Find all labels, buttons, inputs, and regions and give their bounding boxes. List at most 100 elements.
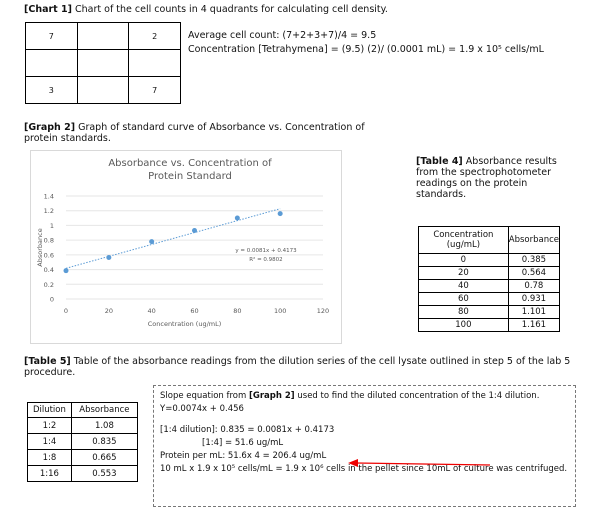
table-cell: 40 <box>418 279 509 293</box>
table-cell: 1:16 <box>27 465 72 482</box>
y-tick-label: 0.8 <box>44 237 54 245</box>
table-row: 40 0.78 <box>418 279 561 293</box>
grid-cell <box>76 22 130 50</box>
table-row: 1:4 0.835 <box>27 433 139 450</box>
y-axis-label: Absorbance <box>36 228 44 266</box>
point <box>106 255 112 261</box>
y-tick-label: 0.6 <box>44 251 54 259</box>
grid-cell: 7 <box>25 22 78 50</box>
x-tick-label: 80 <box>233 307 241 315</box>
caption-text: Absorbance results from the spectrophoto… <box>416 156 557 200</box>
table-cell: 0.931 <box>507 292 561 306</box>
table5-caption: [Table 5] Table of the absorbance readin… <box>24 356 574 378</box>
y-tick-label: 0 <box>50 296 54 304</box>
header-cell: Concentration (ug/mL) <box>418 226 509 254</box>
x-tick-label: 100 <box>274 307 286 315</box>
caption-label: [Table 5] <box>24 356 71 367</box>
trendline-r2: R² = 0.9802 <box>249 256 282 263</box>
caption-text: Chart of the cell counts in 4 quadrants … <box>71 4 388 15</box>
table-cell: 1:2 <box>27 417 72 434</box>
x-axis-label: Concentration (ug/mL) <box>148 320 222 328</box>
table-cell: 0.78 <box>507 279 561 293</box>
chart-frame <box>30 150 342 344</box>
grid-cell <box>128 49 181 77</box>
table-cell: 0.665 <box>70 449 139 466</box>
header-row: Concentration (ug/mL) Absorbance <box>418 226 561 254</box>
chart-title-1: Absorbance vs. Concentration of Protein S… <box>108 158 272 182</box>
table4: Concentration (ug/mL) Absorbance 0 0.385 20 0… <box>418 226 561 332</box>
average-text: Average cell count: (7+2+3+7)/4 = 9.5 <box>188 30 377 41</box>
table-cell: 0.385 <box>507 253 561 267</box>
header-cell: Dilution <box>27 402 72 418</box>
x-tick-label: 0 <box>64 307 68 315</box>
y-tick-label: 1.4 <box>44 193 54 201</box>
graph2-caption: [Graph 2] Graph of standard curve of Abs… <box>24 122 394 144</box>
point <box>149 239 155 245</box>
grid-cell: 7 <box>128 76 181 104</box>
point <box>234 215 240 221</box>
chart1-caption: [Chart 1] Chart of the cell counts in 4 … <box>24 4 388 15</box>
table-cell: 0.835 <box>70 433 139 450</box>
text-line: [1:4] = 51.6 ug/mL <box>202 438 284 448</box>
point <box>277 211 283 217</box>
text: Slope equation from <box>160 391 249 401</box>
text: used to find the diluted concentration o… <box>294 391 540 401</box>
text-box: Slope equation from [Graph 2] used to fi… <box>153 385 576 507</box>
table-cell: 1:8 <box>27 449 72 466</box>
table-row: 60 0.931 <box>418 292 561 306</box>
grid-cell <box>76 49 130 77</box>
table-row: 1:2 1.08 <box>27 417 139 434</box>
caption-text: Table of the absorbance readings from th… <box>24 356 571 378</box>
table-cell: 20 <box>418 266 509 280</box>
point <box>63 268 69 274</box>
table-row: 100 1.161 <box>418 318 561 332</box>
table5: Dilution Absorbance 1:2 1.08 1:4 0.835 1:8 0.66… <box>27 402 139 482</box>
caption-label: [Table 4] <box>416 156 463 167</box>
chart: Absorbance vs. Concentration of Protein S… <box>30 150 342 344</box>
table-cell: 1.161 <box>507 318 561 332</box>
grid-cell <box>76 76 130 104</box>
table-row: 80 1.101 <box>418 305 561 319</box>
caption-label: [Graph 2] <box>24 122 76 133</box>
table-cell: 60 <box>418 292 509 306</box>
table-row: 1:8 0.665 <box>27 449 139 466</box>
y-tick-label: 0.2 <box>44 281 54 289</box>
table-cell: 1:4 <box>27 433 72 450</box>
trendline-equation: y = 0.0081x + 0.4173 <box>235 248 297 254</box>
table-cell: 0.564 <box>507 266 561 280</box>
header-cell: Absorbance <box>507 226 561 254</box>
caption-label: [Chart 1] <box>24 4 72 15</box>
table-cell: 0.553 <box>70 465 139 482</box>
table-row: 0 0.385 <box>418 253 561 267</box>
concentration-text: Concentration [Tetrahymena] = (9.5) (2)/… <box>188 44 544 55</box>
x-tick-label: 60 <box>190 307 198 315</box>
table-cell: 100 <box>418 318 509 332</box>
y-tick-label: 1.2 <box>44 207 54 215</box>
x-tick-label: 20 <box>105 307 113 315</box>
table-row: 20 0.564 <box>418 266 561 280</box>
trendline <box>65 208 281 269</box>
point <box>192 228 197 234</box>
grid-cell: 2 <box>128 22 181 50</box>
arrow <box>348 459 491 467</box>
y-tick-label: 1 <box>50 222 54 230</box>
header-cell: Absorbance <box>70 402 139 418</box>
grid-cell: 3 <box>25 76 78 104</box>
grid-cell <box>25 49 78 77</box>
text: [Graph 2] <box>248 391 295 401</box>
text-line: Protein per mL: 51.6x 4 = 206.4 ug/mL <box>160 451 327 461</box>
text-line: [1:4 dilution]: 0.835 = 0.0081x + 0.4173 <box>160 425 335 435</box>
caption-text: Graph of standard curve of Absorbance vs… <box>24 122 365 144</box>
table4-caption: [Table 4] Absorbance results from the sp… <box>416 156 576 200</box>
table-row: 1:16 0.553 <box>27 465 139 482</box>
x-tick-label: 40 <box>148 307 156 315</box>
y-tick-label: 0.4 <box>44 266 54 274</box>
x-tick-label: 120 <box>317 307 329 315</box>
table-cell: 1.101 <box>507 305 561 319</box>
table-cell: 1.08 <box>70 417 139 434</box>
text-line: Slope equation from [Graph 2] used to fi… <box>160 390 569 403</box>
